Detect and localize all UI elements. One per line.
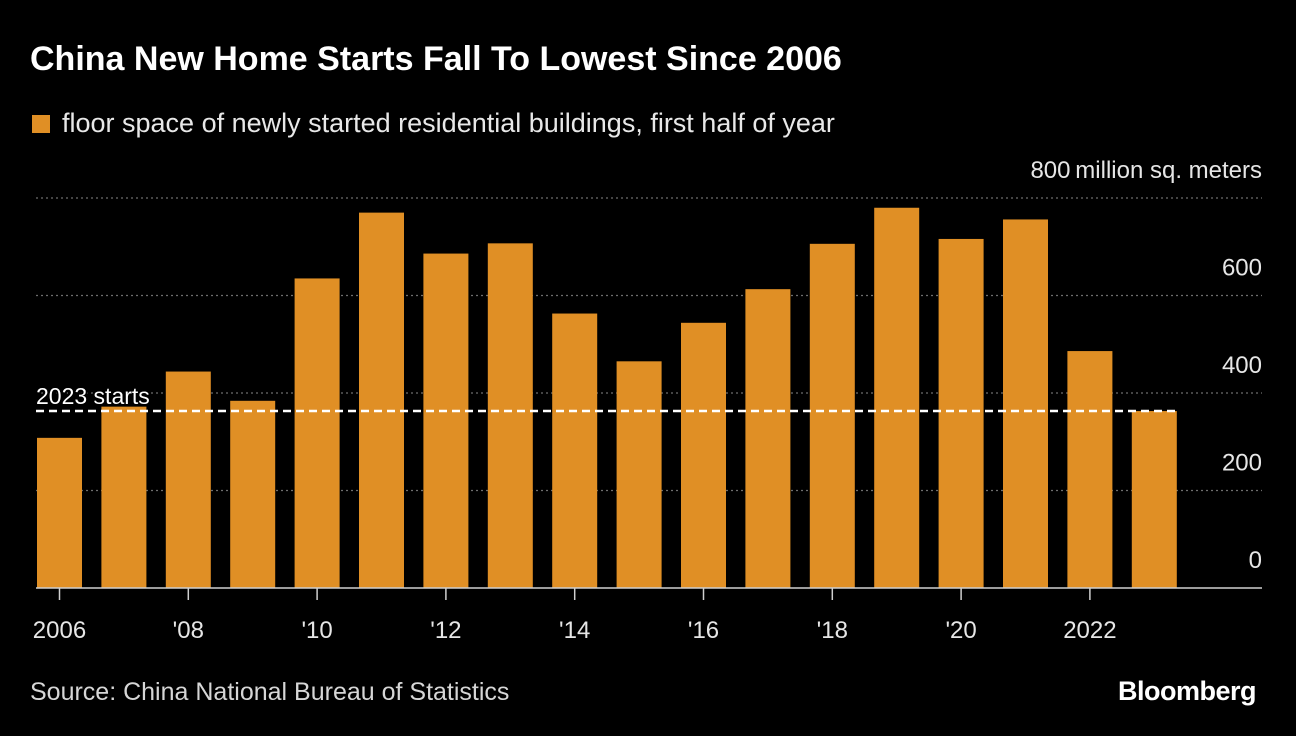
legend: floor space of newly started residential… [32,108,835,139]
x-tick-label: '12 [430,617,461,644]
x-tick-label: '18 [817,617,848,644]
bar-2015 [616,361,662,588]
bar-2018 [809,243,855,588]
bar-2019 [874,207,920,588]
bar-2007 [101,406,147,588]
bar-2014 [552,313,598,588]
bar-2017 [745,289,791,588]
bar-2013 [487,243,533,588]
bar-2016 [681,322,726,588]
bar-2010 [294,278,340,588]
y-tick-label: 600 [1222,255,1262,282]
bar-2020 [938,238,984,588]
reference-line-label: 2023 starts [36,383,150,409]
y-tick-label: 800 million sq. meters [1030,157,1262,184]
source-note: Source: China National Bureau of Statist… [30,678,510,706]
bar-2021 [1003,219,1048,588]
chart-title: China New Home Starts Fall To Lowest Sin… [30,40,842,78]
bar-2023 [1131,411,1177,588]
x-tick-label: 2022 [1063,617,1116,644]
y-tick-label: 0 [1249,547,1262,574]
y-tick-label: 400 [1222,352,1262,379]
legend-label: floor space of newly started residential… [62,108,835,138]
bar-2012 [423,253,469,588]
bar-2009 [230,400,276,588]
y-tick-label: 200 [1222,450,1262,477]
x-tick-label: '10 [301,617,332,644]
bar-2006 [37,437,82,588]
x-tick-label: '14 [559,617,590,644]
x-tick-label: '16 [688,617,719,644]
x-tick-label: 2006 [33,617,86,644]
bar-2008 [165,371,211,588]
x-tick-label: '08 [173,617,204,644]
bloomberg-logo: Bloomberg [1117,676,1257,706]
x-tick-label: '20 [945,617,976,644]
bar-2022 [1067,351,1113,588]
bar-2011 [359,212,404,588]
legend-swatch [32,114,50,133]
